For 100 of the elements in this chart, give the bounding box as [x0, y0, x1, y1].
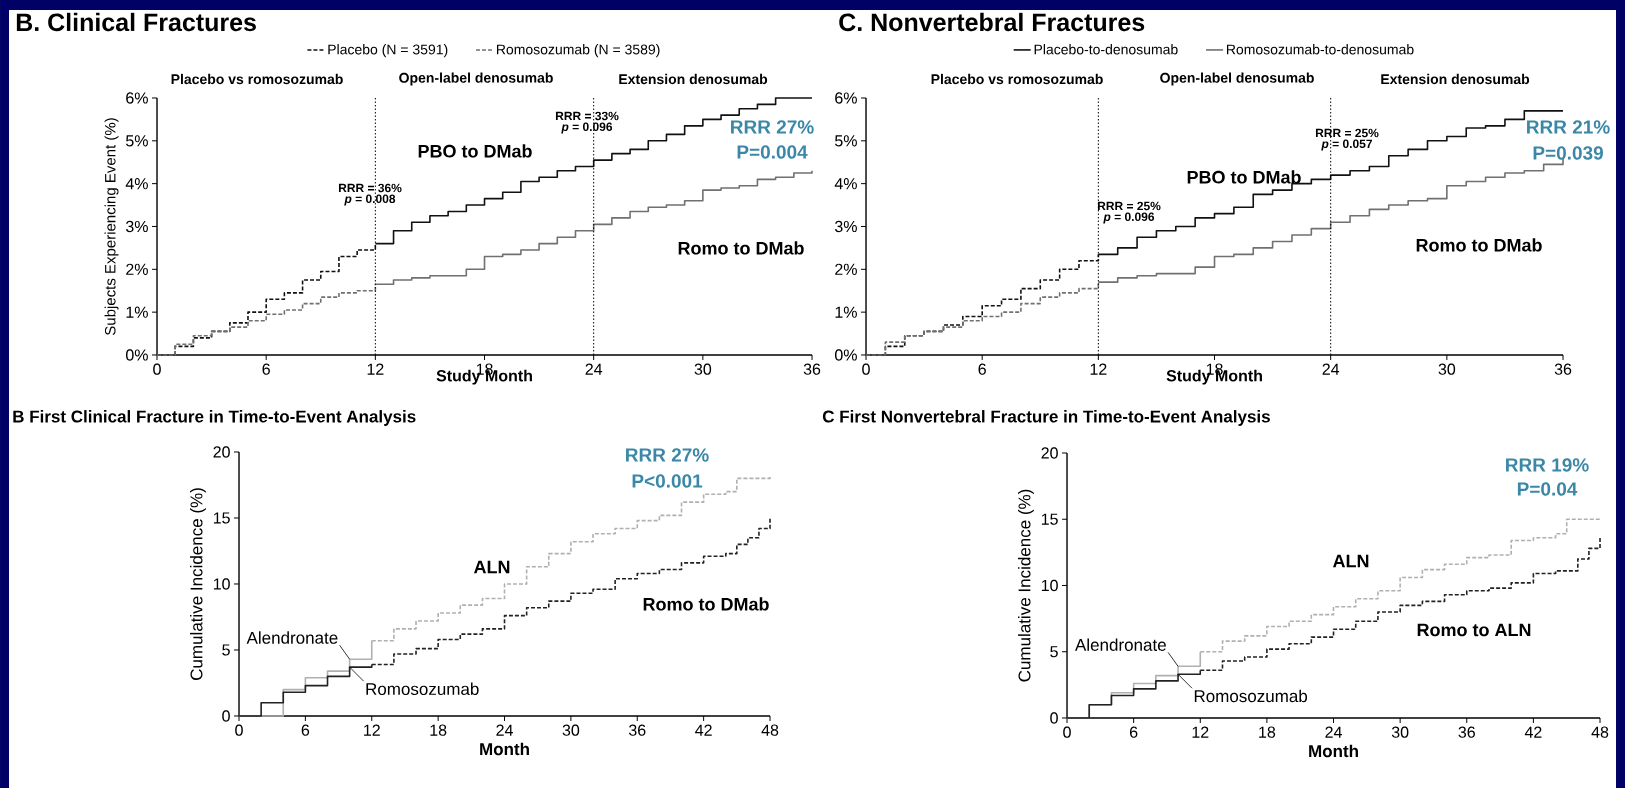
annotation: P=0.004: [737, 145, 808, 159]
chart-title: C. Nonvertebral Fractures: [839, 12, 1145, 32]
x-tick-label: 24: [496, 724, 513, 736]
y-tick-label: 0: [222, 710, 230, 722]
y-axis-title: Cumulative Incidence (%): [1018, 489, 1034, 682]
annotation: RRR 19%: [1506, 458, 1589, 472]
x-tick-label: 36: [628, 724, 646, 736]
y-tick-label: 20: [1041, 447, 1058, 459]
chart-title: B. Clinical Fractures: [16, 12, 256, 32]
x-tick-label: 36: [803, 363, 821, 375]
x-tick-label: 0: [862, 363, 870, 375]
y-tick-label: 15: [213, 512, 230, 524]
x-tick-label: 0: [235, 724, 243, 736]
x-tick-label: 18: [1259, 726, 1276, 738]
annotation: RRR 21%: [1527, 120, 1610, 134]
text: Open-label denosumab: [1160, 72, 1314, 86]
x-tick-label: 0: [153, 363, 161, 375]
annotation: ALN: [473, 560, 510, 574]
annotation: RRR = 25%: [1315, 128, 1379, 138]
annotation: p = 0.096: [1103, 212, 1155, 224]
y-tick-label: 0%: [835, 349, 857, 361]
y-tick-label: 15: [1041, 513, 1058, 525]
y-tick-label: 3%: [834, 220, 857, 233]
y-tick-label: 1%: [835, 306, 857, 318]
text: Placebo vs romosozumab: [931, 73, 1103, 85]
x-tick-label: 12: [367, 363, 384, 375]
annotation: RRR = 33%: [555, 111, 619, 121]
x-tick-label: 6: [262, 363, 270, 375]
annotation: RRR 27%: [731, 120, 814, 134]
y-tick-label: 3%: [125, 220, 148, 233]
x-tick-label: 36: [1458, 726, 1475, 738]
y-tick-label: 4%: [125, 178, 148, 190]
annotation: Romo to ALN: [1417, 623, 1531, 637]
y-tick-label: 4%: [834, 178, 857, 190]
y-tick-label: 10: [1041, 579, 1058, 592]
y-tick-label: 6%: [835, 92, 857, 104]
y-tick-label: 5%: [126, 135, 148, 147]
legend-label: Placebo (N = 3591): [328, 44, 448, 58]
text: Extension denosumab: [619, 73, 768, 85]
x-tick-label: 12: [364, 724, 380, 736]
y-tick-label: 6%: [126, 92, 148, 104]
text: Placebo vs romosozumab: [171, 73, 343, 85]
legend-label: Romosozumab-to-denosumab: [1227, 44, 1414, 55]
annotation: ALN: [1332, 554, 1369, 568]
y-tick-label: 0: [1050, 712, 1058, 724]
annotation: P<0.001: [632, 474, 703, 488]
x-tick-label: 0: [1063, 726, 1071, 738]
series-label: Romosozumab: [366, 682, 479, 696]
annotation: RRR 27%: [626, 448, 709, 462]
annotation: PBO to DMab: [1187, 170, 1301, 184]
annotation: p = 0.057: [1321, 139, 1372, 151]
y-tick-label: 1%: [126, 306, 148, 318]
x-tick-label: 12: [1192, 726, 1209, 738]
y-tick-label: 5: [222, 644, 230, 656]
text: Open-label denosumab: [399, 72, 553, 86]
annotation: Romo to DMab: [678, 241, 804, 255]
y-tick-label: 5%: [835, 135, 857, 147]
x-tick-label: 24: [1322, 363, 1340, 375]
x-tick-label: 24: [1325, 726, 1342, 738]
series-label: Romosozumab: [1194, 689, 1308, 703]
x-tick-label: 6: [1130, 726, 1138, 738]
x-tick-label: 30: [1391, 726, 1409, 738]
x-axis-title: Month: [480, 742, 529, 756]
text: Extension denosumab: [1381, 73, 1530, 85]
y-tick-label: 2%: [126, 263, 148, 275]
y-axis-title: Cumulative Incidence (%): [190, 488, 206, 680]
series-label: Alendronate: [246, 631, 338, 644]
y-axis-title: Subjects Experiencing Event (%): [104, 118, 119, 336]
x-axis-title: Month: [1309, 744, 1358, 758]
series-label: Alendronate: [1075, 638, 1166, 651]
y-tick-label: 20: [213, 446, 230, 458]
x-tick-label: 6: [978, 363, 986, 375]
x-tick-label: 6: [301, 724, 310, 736]
x-tick-label: 48: [761, 724, 779, 736]
x-tick-label: 30: [562, 724, 580, 736]
x-tick-label: 24: [585, 363, 603, 375]
chart-title: C First Nonvertebral Fracture in Time-to-Event Analysis: [822, 410, 1270, 426]
x-tick-label: 18: [430, 724, 447, 736]
annotation: p = 0.008: [344, 194, 396, 206]
x-tick-label: 42: [1524, 726, 1542, 738]
chart-title: B First Clinical Fracture in Time-to-Event Analysis: [13, 410, 416, 426]
x-tick-label: 30: [1438, 363, 1456, 375]
x-tick-label: 42: [695, 724, 712, 736]
annotation: P=0.039: [1533, 146, 1603, 160]
annotation: p = 0.096: [561, 122, 613, 134]
annotation: RRR = 36%: [338, 183, 402, 193]
annotation: PBO to DMab: [418, 144, 532, 158]
x-tick-label: 36: [1554, 363, 1572, 375]
y-tick-label: 10: [213, 578, 230, 590]
annotation: P=0.04: [1517, 482, 1578, 496]
y-tick-label: 5: [1050, 646, 1058, 658]
legend-label: Placebo-to-denosumab: [1034, 44, 1178, 55]
annotation: Romo to DMab: [1416, 238, 1542, 252]
x-tick-label: 12: [1090, 363, 1107, 375]
annotation: RRR = 25%: [1097, 201, 1161, 211]
y-tick-label: 2%: [835, 263, 857, 275]
x-tick-label: 30: [694, 363, 712, 375]
annotation: Romo to DMab: [643, 597, 769, 611]
y-tick-label: 0%: [125, 349, 148, 361]
legend-label: Romosozumab (N = 3589): [496, 44, 660, 58]
